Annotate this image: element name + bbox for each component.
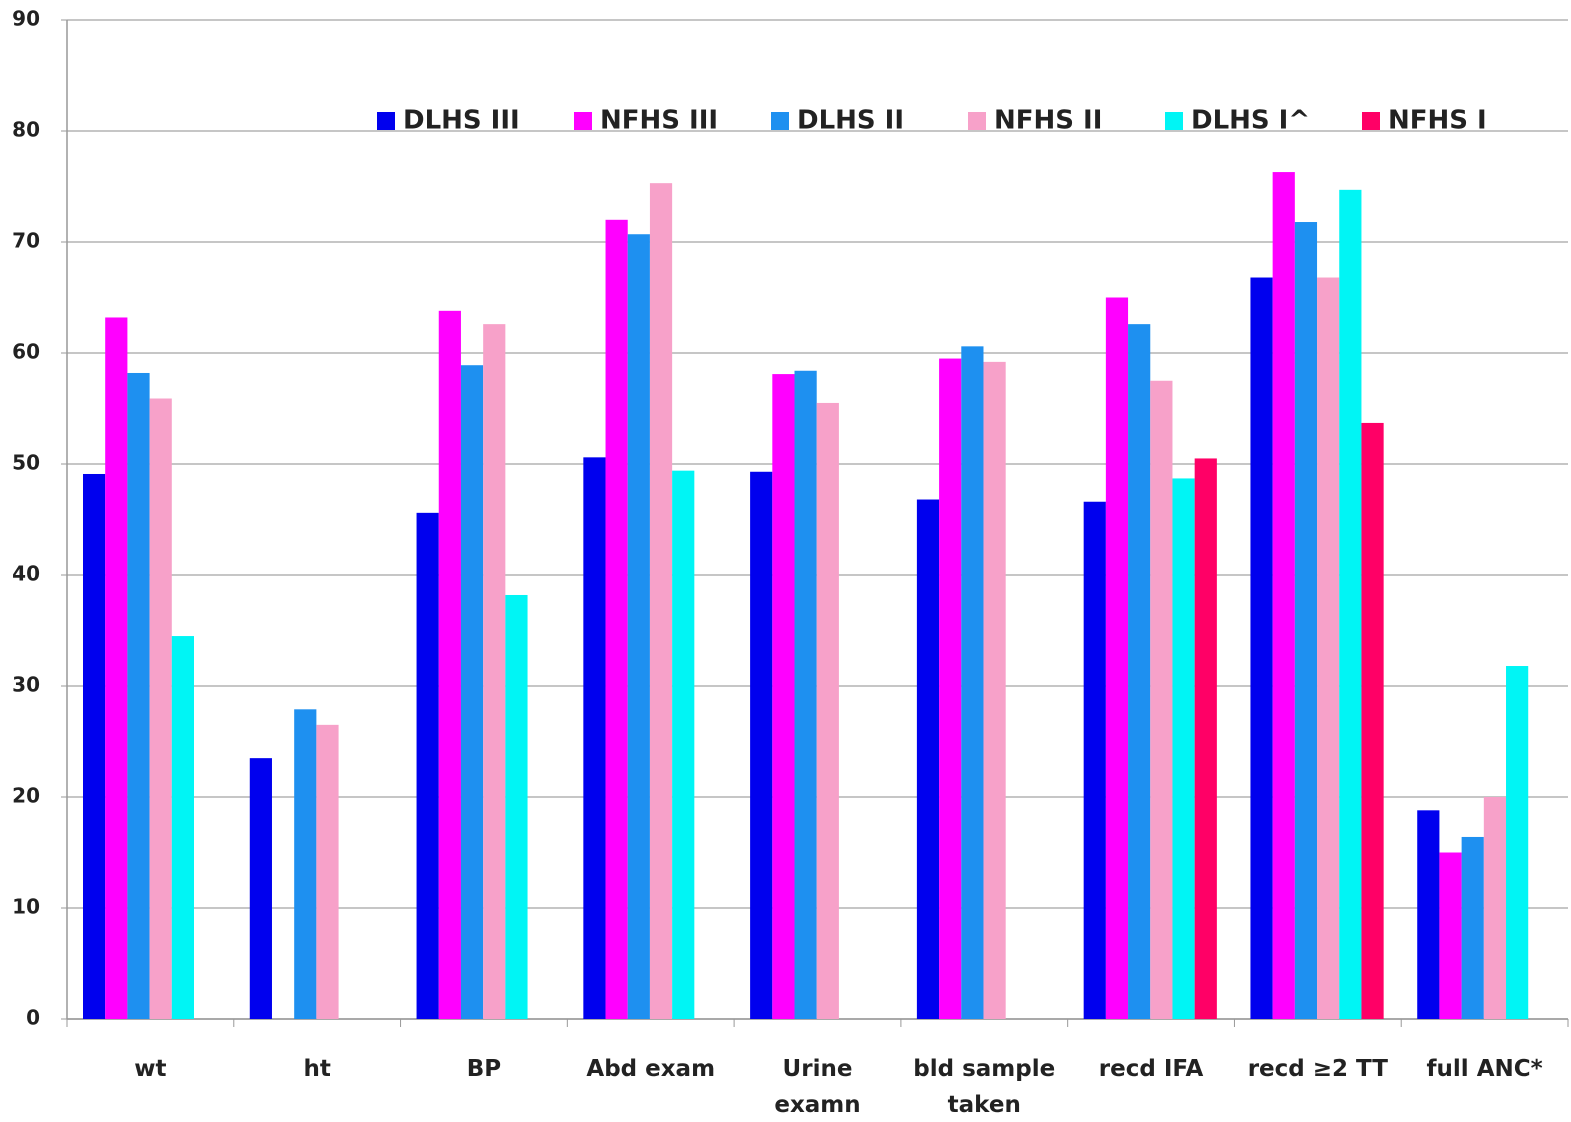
bar — [316, 724, 339, 1019]
legend-label: NFHS III — [600, 106, 718, 136]
bar — [1439, 852, 1462, 1019]
bar — [438, 310, 461, 1019]
bar — [1483, 797, 1507, 1019]
x-tick-label: Urine examn — [774, 1056, 861, 1118]
bar — [605, 219, 628, 1020]
x-tick-label: bld sample taken — [913, 1056, 1056, 1118]
bar — [460, 365, 484, 1020]
bar — [1105, 297, 1129, 1019]
y-tick-label: 40 — [12, 562, 40, 586]
legend-label: DLHS I^ — [1191, 106, 1310, 136]
y-tick-label: 0 — [26, 1006, 40, 1030]
x-tick-label: recd IFA — [1098, 1056, 1204, 1082]
legend-label: NFHS II — [994, 106, 1102, 136]
y-tick-label: 70 — [12, 229, 40, 253]
bar — [105, 317, 128, 1020]
y-tick-label: 50 — [12, 451, 40, 475]
bar — [294, 709, 317, 1019]
x-tick-label: Abd exam — [586, 1056, 716, 1082]
bar — [83, 473, 106, 1019]
legend-label: DLHS III — [403, 106, 520, 136]
bar — [416, 512, 439, 1019]
bar — [750, 471, 773, 1019]
legend-swatch — [377, 112, 395, 130]
legend-swatch — [1165, 112, 1183, 130]
bar — [1339, 189, 1362, 1019]
bar — [149, 398, 172, 1019]
x-tick-label: ht — [303, 1056, 331, 1082]
x-tick-label: BP — [466, 1056, 502, 1082]
bar — [127, 372, 150, 1020]
bar — [1172, 478, 1195, 1019]
bar — [939, 358, 962, 1019]
y-tick-label: 10 — [12, 895, 40, 919]
bar — [171, 636, 194, 1019]
bar — [505, 594, 528, 1019]
legend-swatch — [771, 112, 789, 130]
bar — [1417, 810, 1440, 1019]
bar — [916, 499, 940, 1019]
x-tick-label: full ANC* — [1426, 1056, 1543, 1082]
bar — [1272, 172, 1295, 1019]
bar — [249, 758, 272, 1019]
legend-label: DLHS II — [797, 106, 904, 136]
legend-label: NFHS I — [1388, 106, 1487, 136]
bar — [772, 374, 795, 1020]
bar — [583, 457, 606, 1020]
bar — [1194, 458, 1217, 1019]
bar — [1361, 422, 1384, 1019]
legend-swatch — [1362, 112, 1380, 130]
bar — [1128, 324, 1151, 1019]
bar — [983, 361, 1006, 1019]
x-tick-label: recd ≥2 TT — [1247, 1056, 1388, 1082]
bar — [1083, 501, 1106, 1019]
bar — [816, 402, 839, 1019]
y-tick-label: 30 — [12, 673, 40, 697]
bar — [1317, 277, 1340, 1019]
bar — [649, 183, 673, 1020]
bar — [794, 370, 817, 1019]
legend-swatch — [574, 112, 592, 130]
bar — [1250, 277, 1273, 1019]
bar — [483, 324, 506, 1019]
bar — [672, 470, 695, 1019]
bar — [1294, 222, 1318, 1019]
y-tick-label: 60 — [12, 340, 40, 364]
bar — [961, 346, 984, 1020]
y-tick-label: 90 — [12, 7, 40, 31]
y-tick-label: 20 — [12, 784, 40, 808]
bar — [1506, 666, 1529, 1019]
bar — [1150, 380, 1173, 1019]
bar — [627, 234, 650, 1020]
x-tick-label: wt — [134, 1056, 167, 1082]
bar — [1461, 836, 1484, 1019]
legend-swatch — [968, 112, 986, 130]
y-tick-label: 80 — [12, 118, 40, 142]
